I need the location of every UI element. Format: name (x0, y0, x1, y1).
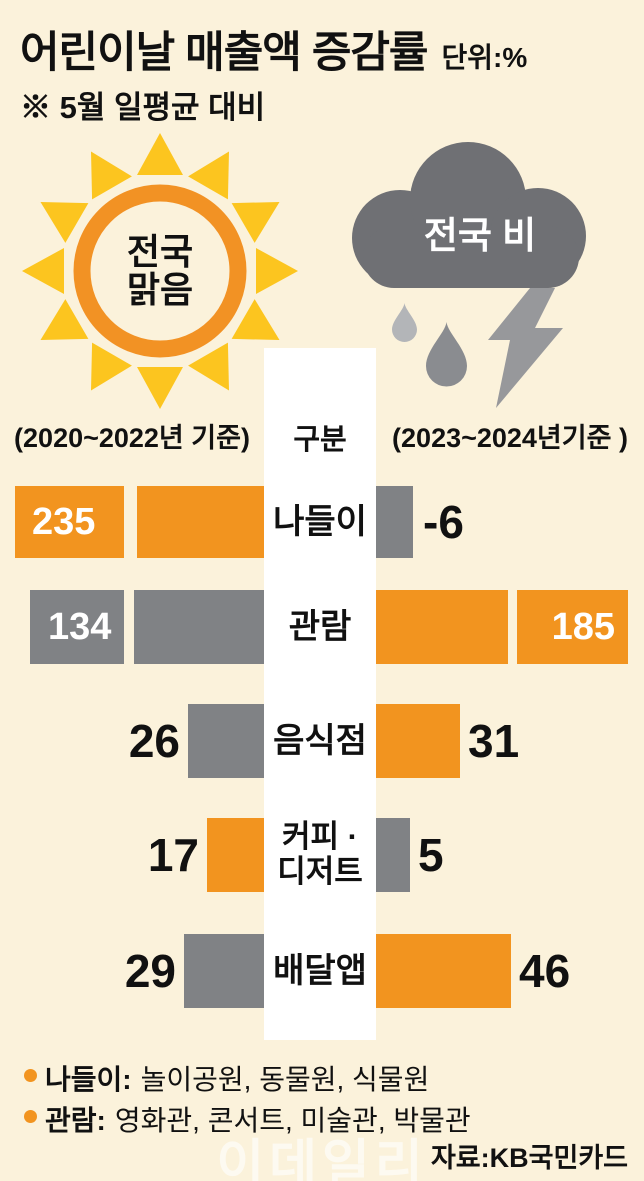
bar-rainy-delivery (376, 934, 511, 1008)
header-block: 어린이날 매출액 증감률 단위:% (20, 18, 527, 80)
value-rainy-outing: -6 (423, 496, 464, 548)
raindrop-small-icon (392, 303, 417, 342)
publisher-watermark: 이데일리 (216, 1136, 428, 1181)
legend-outing-desc: 놀이공원, 동물원, 식물원 (140, 1064, 430, 1095)
value-rainy-viewing: 185 (551, 606, 615, 648)
bar-sunny-viewing-seg2 (134, 590, 264, 664)
sun-icon (22, 133, 298, 409)
divider-header: 구분 (293, 424, 347, 456)
left-period-header: (2020~2022년 기준) (14, 423, 250, 453)
right-period-header: (2023~2024년기준 ) (392, 423, 628, 453)
page-title: 어린이날 매출액 증감률 (20, 29, 428, 77)
legend-viewing: 관람: 영화관, 콘서트, 미술관, 박물관 (45, 1099, 471, 1139)
rain-cloud-icon (352, 142, 586, 288)
rainy-weather-label: 전국 비 (423, 215, 537, 256)
bar-sunny-delivery (184, 934, 264, 1008)
bar-rainy-restaurant (376, 704, 460, 778)
legend-viewing-desc: 영화관, 콘서트, 미술관, 박물관 (114, 1105, 471, 1136)
value-rainy-coffee: 5 (418, 829, 444, 881)
raindrop-large-icon (426, 322, 467, 387)
category-label-coffee: 커피 · 디저트 (277, 819, 363, 889)
rain-lightning-icon (392, 288, 563, 408)
value-sunny-outing: 235 (32, 501, 96, 543)
legend-bullet-icon (24, 1110, 37, 1123)
bar-sunny-outing-seg1 (15, 486, 124, 558)
value-rainy-restaurant: 31 (468, 715, 520, 767)
bar-sunny-outing-seg2 (137, 486, 264, 558)
legend-bullet-icon (24, 1069, 37, 1082)
value-sunny-restaurant: 26 (128, 715, 180, 767)
value-sunny-coffee: 17 (147, 829, 199, 881)
data-source: 자료:KB국민카드 (430, 1143, 628, 1173)
bar-rainy-viewing-seg1 (376, 590, 508, 664)
reference-note: ※ 5월 일평균 대비 (20, 90, 266, 125)
value-sunny-delivery: 29 (124, 945, 176, 997)
legend-viewing-term: 관람: (45, 1105, 106, 1136)
category-label-restaurant: 음식점 (273, 721, 367, 760)
value-rainy-delivery: 46 (519, 945, 571, 997)
bar-sunny-viewing-seg1 (30, 590, 124, 664)
bar-sunny-coffee (207, 818, 264, 892)
category-column-background (264, 348, 376, 1040)
bar-rainy-coffee (376, 818, 410, 892)
legend-outing-term: 나들이: (45, 1064, 132, 1095)
lightning-icon (488, 288, 563, 408)
value-sunny-viewing: 134 (48, 606, 112, 648)
category-label-viewing: 관람 (288, 607, 352, 646)
sunny-weather-label: 전국 맑음 (126, 231, 194, 310)
bar-rainy-viewing-seg2 (517, 590, 628, 664)
bar-sunny-restaurant (188, 704, 264, 778)
legend-outing: 나들이: 놀이공원, 동물원, 식물원 (45, 1058, 429, 1098)
category-label-outing: 나들이 (273, 502, 367, 541)
unit-label: 단위:% (441, 42, 528, 73)
bar-rainy-outing (376, 486, 413, 558)
category-label-delivery: 배달앱 (273, 951, 367, 990)
